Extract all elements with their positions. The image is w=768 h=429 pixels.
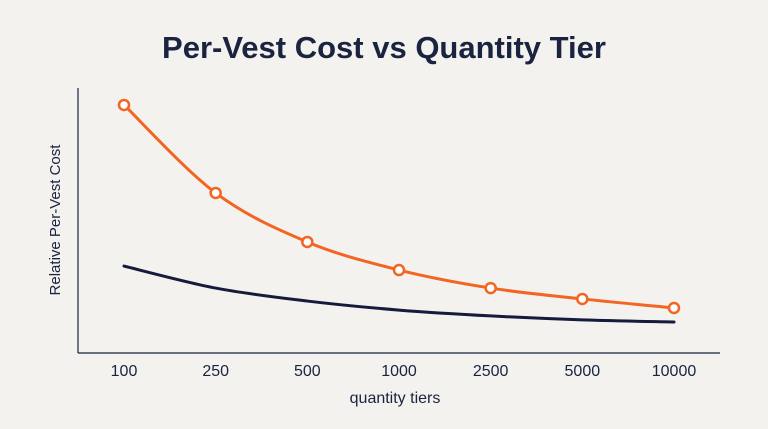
point-marker [301,235,314,249]
point-marker [392,263,406,277]
y-axis-label: Relative Per-Vest Cost [47,144,64,296]
x-tick-label: 500 [294,363,321,380]
x-tick-label: 5000 [565,363,601,380]
x-tick-label: 10000 [652,363,697,380]
point-marker [576,292,589,306]
point-marker [117,98,131,112]
chart-title: Per-Vest Cost vs Quantity Tier [162,30,606,65]
x-tick-label: 2500 [473,363,509,380]
x-axis-label: quantity tiers [350,390,441,407]
x-tick-label: 1000 [381,363,417,380]
point-marker [209,186,222,200]
x-tick-label: 100 [111,363,138,380]
series-line [122,264,676,324]
point-marker [484,281,497,295]
series-line [122,103,676,310]
point-marker [667,301,681,315]
x-tick-label: 250 [202,363,229,380]
